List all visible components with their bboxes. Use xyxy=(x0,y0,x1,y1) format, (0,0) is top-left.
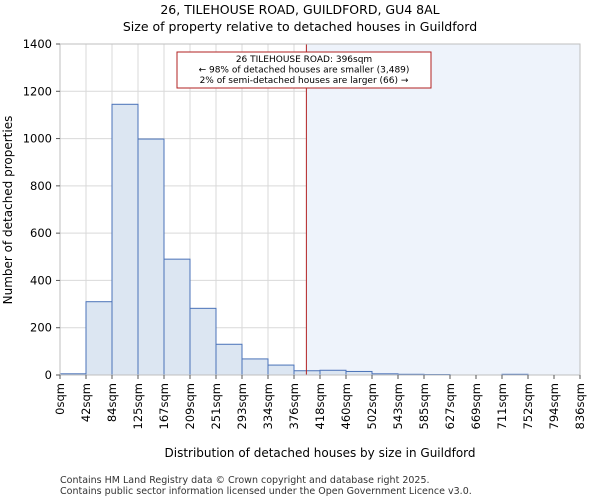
x-tick-label: 0sqm xyxy=(53,383,67,415)
x-tick-label: 836sqm xyxy=(573,383,587,429)
annotation-line-1: 26 TILEHOUSE ROAD: 396sqm xyxy=(236,55,372,65)
y-axis-ticks: 0 200 400 600 800 1000 1200 1400 xyxy=(23,37,60,382)
marker-annotation: 26 TILEHOUSE ROAD: 396sqm ← 98% of detac… xyxy=(176,51,432,89)
annotation-line-3: 2% of semi-detached houses are larger (6… xyxy=(200,76,409,86)
y-axis-label: Number of detached properties xyxy=(1,116,15,305)
x-tick-label: 293sqm xyxy=(235,383,249,429)
x-tick-label: 502sqm xyxy=(365,383,379,429)
x-tick-label: 585sqm xyxy=(417,383,431,429)
x-axis-ticks: 0sqm 42sqm 84sqm 125sqm 167sqm 209sqm 251sqm 29… xyxy=(53,375,587,429)
annotation-box xyxy=(176,51,432,89)
histogram-bar xyxy=(189,307,217,376)
x-tick-label: 627sqm xyxy=(443,383,457,429)
y-tick-label: 400 xyxy=(30,273,52,287)
footer-line-1: Contains HM Land Registry data © Crown c… xyxy=(60,475,430,486)
y-tick-label: 1200 xyxy=(23,84,52,98)
histogram-bar xyxy=(137,138,165,376)
x-tick-label: 460sqm xyxy=(339,383,353,429)
y-tick-label: 800 xyxy=(30,179,52,193)
y-tick-label: 1000 xyxy=(23,132,52,146)
highlight-region xyxy=(306,44,580,375)
y-tick-label: 600 xyxy=(30,226,52,240)
footer-line-2: Contains public sector information licen… xyxy=(60,486,472,497)
annotation-line-2: ← 98% of detached houses are smaller (3,… xyxy=(199,66,410,76)
x-tick-label: 794sqm xyxy=(547,383,561,429)
histogram-bar xyxy=(345,370,373,376)
histogram-bar xyxy=(215,343,243,376)
x-tick-label: 711sqm xyxy=(495,383,509,429)
chart-title-line1: 26, TILEHOUSE ROAD, GUILDFORD, GU4 8AL xyxy=(160,2,439,17)
y-tick-label: 200 xyxy=(30,321,52,335)
x-tick-label: 418sqm xyxy=(313,383,327,429)
x-tick-label: 167sqm xyxy=(157,383,171,429)
x-tick-label: 376sqm xyxy=(287,383,301,429)
chart-title-line2: Size of property relative to detached ho… xyxy=(123,19,477,34)
histogram-bar xyxy=(241,358,269,376)
histogram-bar xyxy=(163,258,191,376)
histogram-bar xyxy=(85,301,113,376)
x-tick-label: 752sqm xyxy=(521,383,535,429)
x-tick-label: 543sqm xyxy=(391,383,405,429)
histogram-bar xyxy=(319,369,347,376)
bars-layer xyxy=(59,103,529,376)
x-tick-label: 334sqm xyxy=(261,383,275,429)
histogram-bar xyxy=(293,370,321,376)
x-tick-label: 209sqm xyxy=(183,383,197,429)
x-tick-label: 251sqm xyxy=(209,383,223,429)
x-tick-label: 42sqm xyxy=(79,383,93,422)
x-tick-label: 669sqm xyxy=(469,383,483,429)
x-axis-label: Distribution of detached houses by size … xyxy=(165,446,476,460)
histogram-bar xyxy=(111,103,139,376)
x-tick-label: 84sqm xyxy=(105,383,119,422)
y-tick-label: 1400 xyxy=(23,37,52,51)
y-tick-label: 0 xyxy=(45,368,52,382)
x-tick-label: 125sqm xyxy=(131,383,145,429)
histogram-bar xyxy=(267,364,295,376)
